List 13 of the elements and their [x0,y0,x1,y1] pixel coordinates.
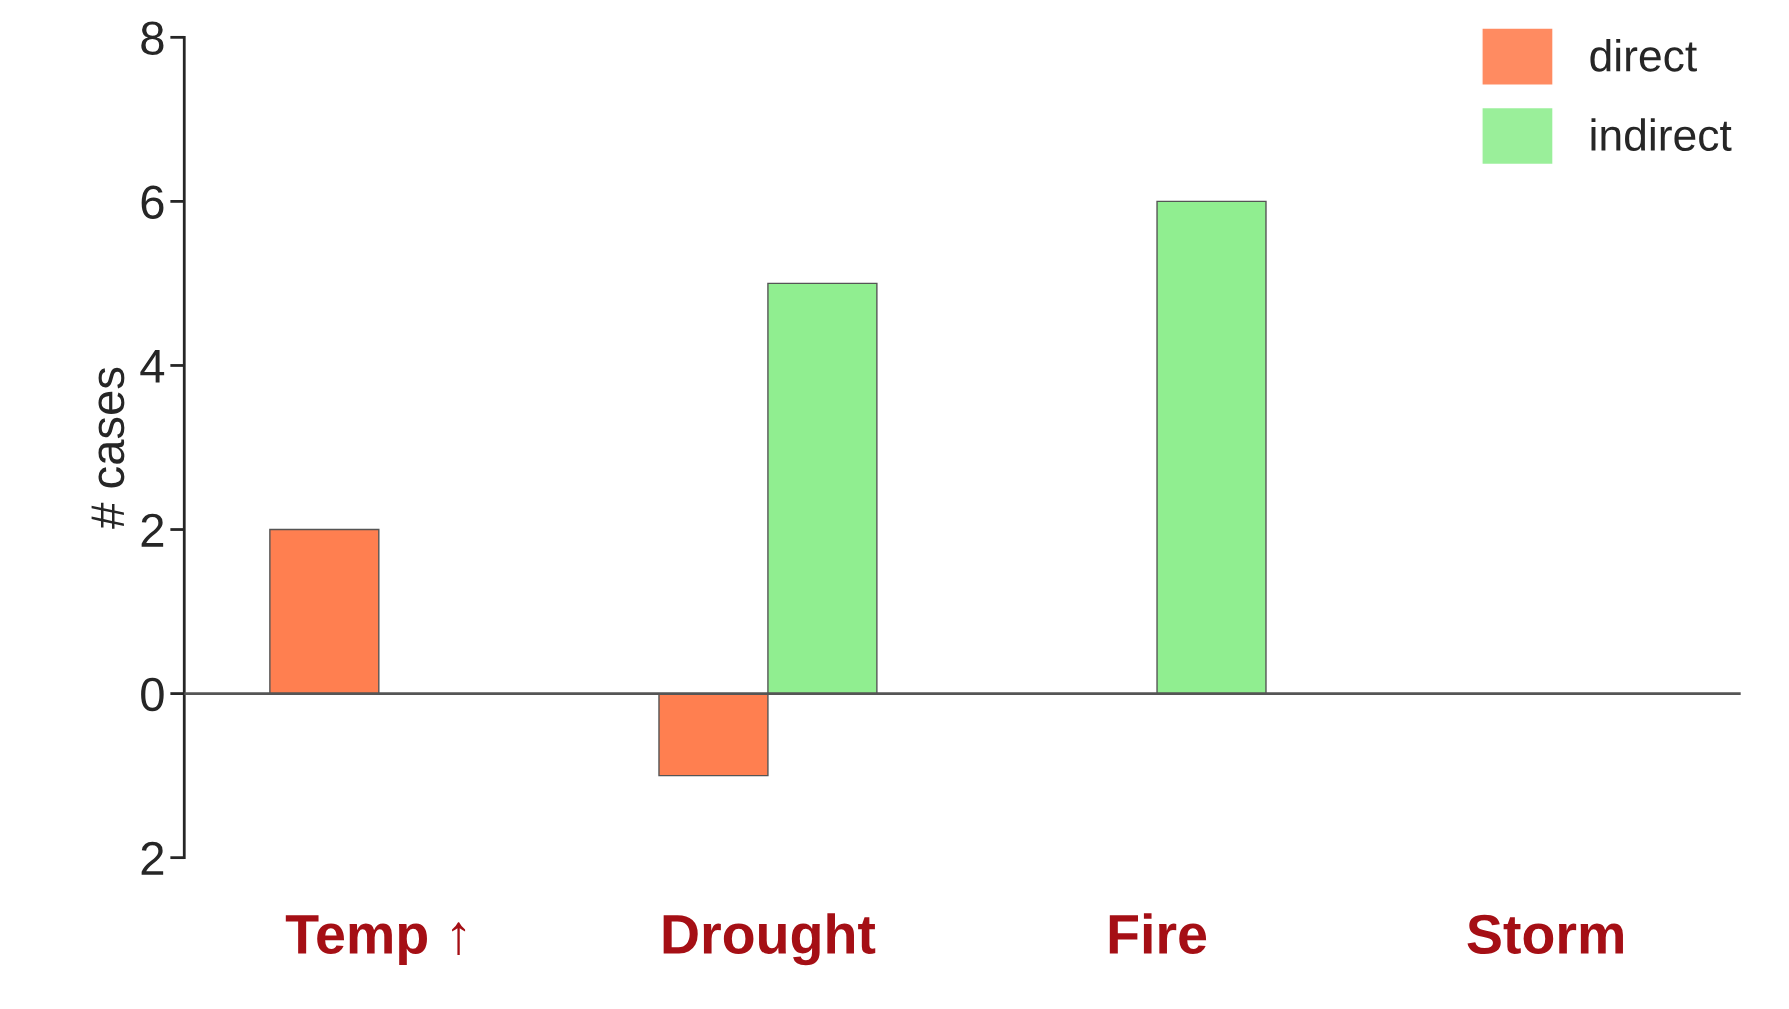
y-tick-label: 6 [141,185,164,219]
y-tick-label: 4 [140,350,165,383]
y-tick-label: 2 [141,841,164,875]
x-tick-label: Temp ↑ [285,915,466,965]
legend-label: indirect [1591,118,1732,151]
x-tick-label: Storm [1467,914,1623,955]
y-tick-label: 2 [141,513,164,547]
y-tick-label: 8 [141,21,164,55]
legend-label: direct [1590,39,1697,72]
x-tick-label: Drought [663,913,876,966]
y-axis-title: # cases [91,367,125,529]
y-tick-label: 0 [141,677,164,712]
x-tick-label: Fire [1109,913,1207,955]
